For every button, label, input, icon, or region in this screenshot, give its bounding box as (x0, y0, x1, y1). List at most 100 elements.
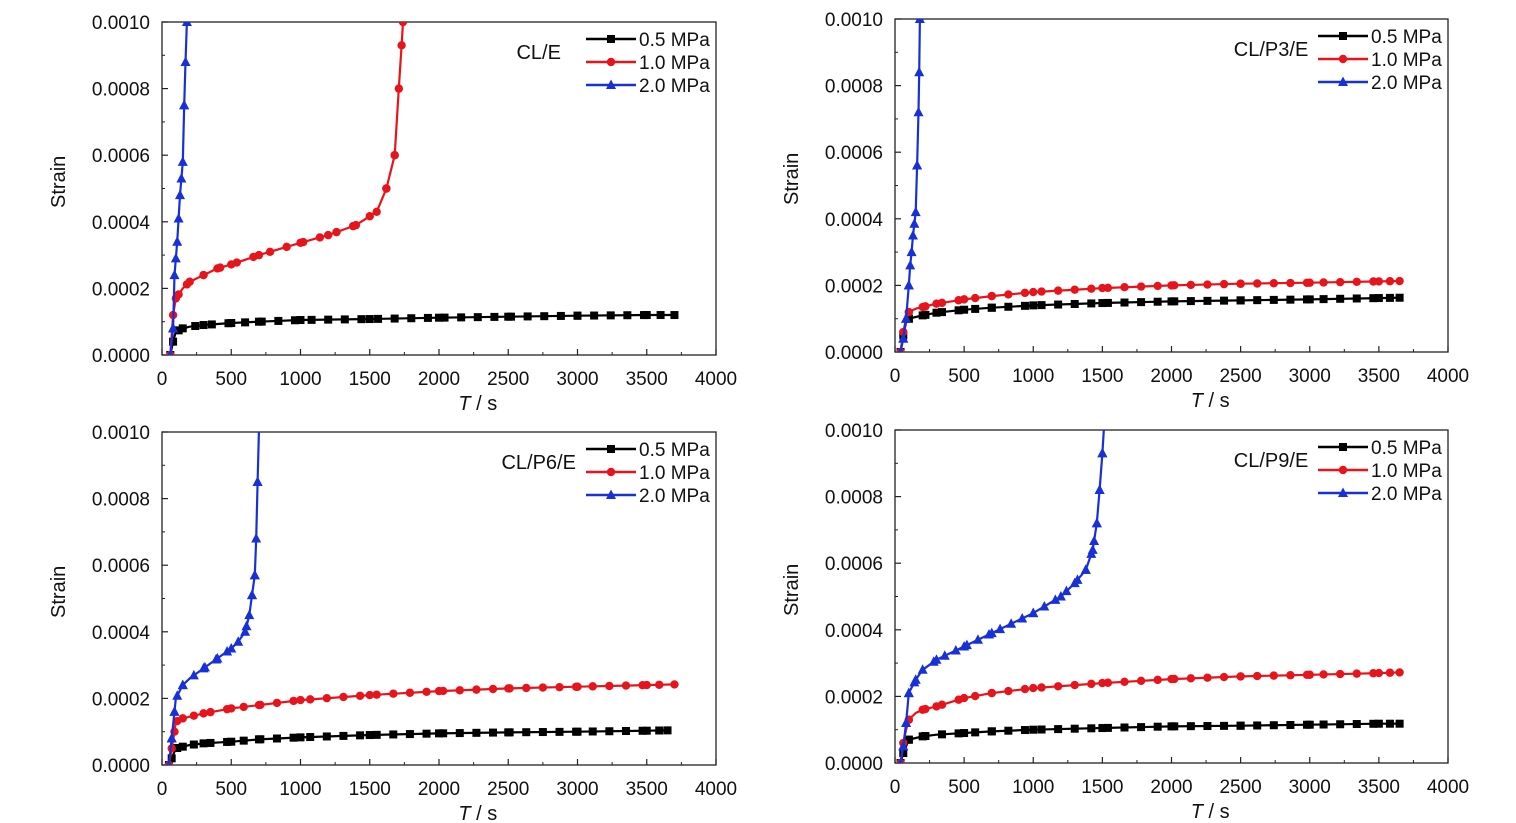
data-point-triangle (1069, 577, 1080, 588)
data-point-triangle (170, 252, 181, 263)
data-point-square (423, 313, 432, 322)
y-tick-label: 0.0008 (92, 490, 150, 511)
data-point-circle (1286, 278, 1295, 288)
data-point-circle (272, 698, 282, 708)
data-point-square (504, 728, 513, 737)
data-point-triangle (175, 189, 186, 200)
data-point-circle (1167, 674, 1176, 684)
data-point-square (1339, 443, 1347, 451)
data-point-square (1029, 301, 1038, 310)
data-point-triangle (252, 476, 263, 486)
data-point-circle (382, 184, 391, 193)
y-tick-label: 0.0008 (825, 77, 883, 98)
data-point-square (623, 311, 632, 320)
legend-label: 2.0 MPa (1371, 73, 1442, 94)
data-point-circle (1253, 279, 1262, 288)
panel-label: CL/P3/E (1234, 39, 1308, 61)
data-point-triangle (909, 218, 920, 228)
data-point-triangle (169, 706, 180, 716)
data-point-triangle (172, 690, 183, 700)
data-point-square (1339, 32, 1347, 40)
data-point-circle (213, 264, 222, 273)
data-point-square (555, 727, 564, 736)
x-tick-label: 1000 (279, 779, 321, 800)
data-point-triangle (898, 740, 909, 751)
data-point-square (254, 317, 263, 326)
data-point-circle (1037, 287, 1046, 296)
x-tick-label: 2500 (487, 779, 529, 800)
data-point-circle (351, 220, 361, 230)
data-point-square (1305, 720, 1314, 729)
data-point-circle (332, 227, 341, 237)
data-point-circle (1020, 684, 1030, 694)
legend-label: 2.0 MPa (639, 486, 710, 507)
data-point-square (590, 311, 599, 320)
data-point-circle (1395, 668, 1404, 677)
data-point-circle (372, 690, 381, 699)
data-point-circle (1020, 288, 1030, 298)
data-point-triangle (226, 642, 237, 653)
x-axis-variable: T (458, 803, 472, 823)
x-tick-label: 1500 (1081, 777, 1123, 798)
x-tick-label: 1500 (349, 369, 391, 390)
data-point-square (422, 729, 431, 738)
data-point-circle (970, 293, 980, 303)
data-point-square (1004, 726, 1013, 735)
data-point-triangle (913, 106, 924, 117)
data-point-circle (932, 299, 941, 308)
x-tick-label: 2000 (418, 779, 460, 800)
data-point-triangle (198, 662, 209, 673)
data-point-triangle (241, 620, 252, 631)
legend-label: 2.0 MPa (1371, 484, 1442, 505)
series-line (899, 19, 921, 352)
y-tick-label: 0.0000 (825, 754, 883, 775)
data-point-circle (199, 709, 208, 718)
x-tick-label: 500 (948, 777, 980, 798)
data-point-triangle (903, 279, 914, 290)
data-point-square (239, 736, 248, 745)
data-point-triangle (222, 645, 233, 656)
x-tick-label: 3000 (556, 369, 598, 390)
data-point-square (191, 322, 200, 331)
data-point-circle (605, 681, 614, 691)
data-point-triangle (168, 322, 179, 333)
data-point-square (167, 754, 176, 763)
x-axis-unit: / s (471, 393, 498, 415)
data-point-square (932, 308, 941, 317)
data-point-circle (1087, 284, 1096, 293)
x-axis-title: T / s (1191, 390, 1230, 412)
series-line (899, 430, 1105, 763)
data-point-triangle (1080, 564, 1091, 574)
data-point-circle (1136, 676, 1146, 686)
data-point-square (523, 312, 532, 321)
data-point-square (490, 312, 499, 321)
data-point-circle (227, 260, 236, 269)
x-tick-label: 1000 (1012, 366, 1054, 387)
data-point-triangle (995, 623, 1006, 634)
data-point-circle (1395, 276, 1404, 286)
data-point-square (1336, 720, 1345, 729)
data-point-square (1153, 297, 1162, 306)
series-line (899, 671, 1400, 763)
data-point-square (290, 316, 299, 325)
x-axis-variable: T (1191, 801, 1205, 823)
data-point-circle (1335, 277, 1345, 287)
data-point-triangle (950, 644, 961, 655)
data-point-triangle (1055, 591, 1066, 601)
data-point-square (1098, 724, 1107, 733)
data-point-square (241, 318, 250, 327)
x-tick-label: 0 (157, 369, 168, 390)
data-point-circle (1167, 281, 1176, 290)
data-point-circle (1203, 280, 1212, 289)
data-point-square (1120, 298, 1129, 307)
y-tick-label: 0.0002 (825, 276, 883, 297)
data-point-square (339, 731, 348, 740)
x-tick-label: 0 (157, 779, 168, 800)
data-point-circle (670, 680, 679, 689)
data-point-triangle (240, 626, 251, 636)
data-point-triangle (905, 259, 916, 270)
data-point-square (1220, 721, 1229, 730)
data-point-triangle (897, 346, 904, 352)
data-point-triangle (917, 664, 928, 674)
data-point-circle (1098, 678, 1107, 688)
